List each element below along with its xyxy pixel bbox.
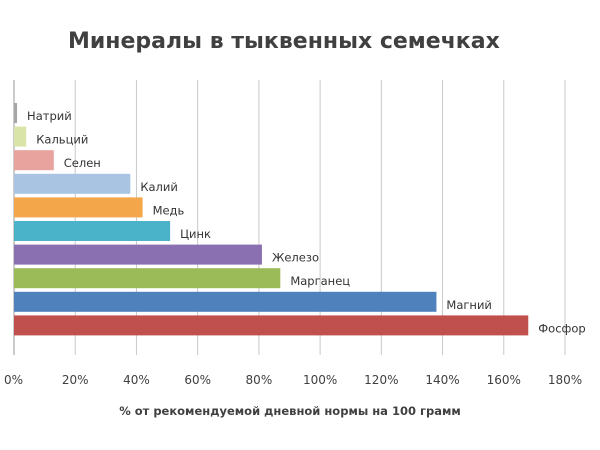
chart-title: Минералы в тыквенных семечках (68, 29, 500, 54)
x-tick-label: 40% (123, 373, 150, 387)
bar (14, 315, 529, 336)
bar (14, 103, 18, 123)
bar-label: Кальций (36, 133, 88, 147)
bar-label: Марганец (290, 274, 350, 288)
bars (14, 103, 529, 336)
bar (14, 244, 262, 265)
bar-label: Селен (64, 156, 101, 170)
x-tick-label: 180% (548, 373, 582, 387)
bar (14, 291, 437, 312)
bar-label: Цинк (180, 227, 211, 241)
gridlines (13, 80, 566, 355)
bar-label: Натрий (27, 109, 72, 123)
bar-label: Калий (140, 180, 178, 194)
bar-labels: Натрий Кальций Селен Калий Медь Цинк Железо Мар… (27, 109, 586, 335)
bar (14, 150, 54, 171)
bar-label: Фосфор (538, 321, 585, 335)
x-axis-label: % от рекомендуемой дневной нормы на 100 … (119, 404, 461, 418)
x-tick-label: 160% (487, 373, 521, 387)
x-tick-label: 120% (364, 373, 398, 387)
bar-label: Железо (272, 251, 319, 265)
x-axis-ticks: 0% 20% 40% 60% 80% 100% 120% 140% 160% 180% (4, 373, 582, 387)
bar (14, 221, 171, 241)
bar-label: Магний (446, 298, 491, 312)
x-tick-label: 140% (425, 373, 459, 387)
bar (14, 126, 27, 147)
x-tick-label: 80% (246, 373, 273, 387)
bar (14, 268, 281, 289)
bar-label: Медь (153, 203, 185, 217)
bar (14, 197, 143, 218)
bar (14, 173, 131, 194)
x-tick-label: 100% (303, 373, 337, 387)
x-tick-label: 60% (184, 373, 211, 387)
x-tick-label: 20% (62, 373, 89, 387)
x-tick-label: 0% (4, 373, 23, 387)
